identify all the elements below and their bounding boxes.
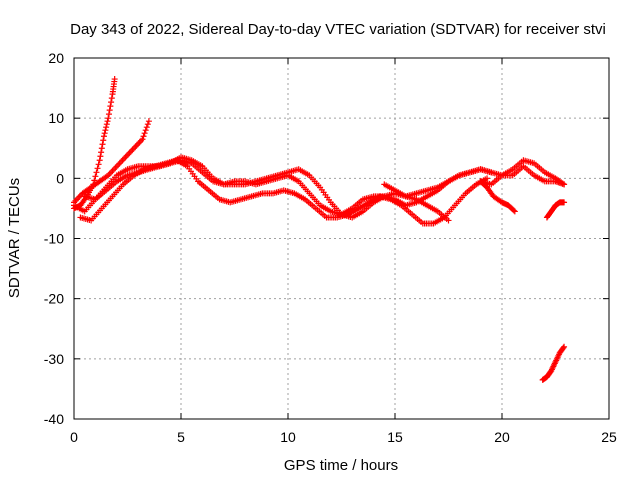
data-point (560, 344, 567, 351)
series-arc-1 (71, 76, 118, 212)
data-point (561, 181, 568, 188)
x-tick-label: 5 (177, 429, 185, 445)
data-point (140, 133, 147, 140)
data-point (96, 157, 103, 164)
y-tick-labels: 20 10 0 -10 -20 -30 -40 (44, 50, 64, 427)
data-point (106, 107, 113, 114)
y-tick-label: -10 (44, 231, 64, 247)
y-tick-label: 20 (48, 50, 64, 66)
data-point (484, 175, 491, 182)
data-point (561, 343, 568, 350)
data-point (98, 145, 105, 152)
data-point (94, 165, 101, 172)
data-point (445, 217, 452, 224)
data-point (143, 124, 150, 131)
axis-ticks (73, 57, 610, 420)
data-point (511, 208, 518, 215)
series-arc-9 (543, 199, 568, 221)
series-arc-8 (477, 178, 518, 215)
data-point (97, 153, 104, 160)
x-tick-label: 0 (70, 429, 78, 445)
data-point (139, 136, 146, 143)
data-point (105, 115, 112, 122)
data-point (91, 177, 98, 184)
x-tick-label: 20 (494, 429, 510, 445)
data-point (100, 137, 107, 144)
data-point (561, 199, 568, 206)
x-tick-labels: 0 5 10 15 20 25 (70, 429, 617, 445)
series-arc-10 (539, 343, 568, 383)
data-point (107, 103, 114, 110)
data-point (145, 118, 152, 125)
grid (74, 58, 609, 419)
data-point (92, 173, 99, 180)
data-point (105, 111, 112, 118)
data-point (103, 121, 110, 128)
y-tick-label: 0 (56, 170, 64, 186)
data-point (510, 207, 517, 214)
data-point (104, 118, 111, 125)
data-point (108, 99, 115, 106)
data-point (141, 130, 148, 137)
x-tick-label: 25 (601, 429, 617, 445)
data-point (93, 169, 100, 176)
y-tick-label: -40 (44, 411, 64, 427)
data-point (144, 121, 151, 128)
data-marks (71, 76, 568, 383)
y-axis-label: SDTVAR / TECUs (6, 178, 23, 298)
data-point (102, 127, 109, 134)
x-axis-label: GPS time / hours (284, 457, 398, 474)
y-tick-label: 10 (48, 110, 64, 126)
y-tick-label: -30 (44, 351, 64, 367)
series-arc-2 (71, 118, 152, 206)
chart-title: Day 343 of 2022, Sidereal Day-to-day VTE… (70, 21, 606, 38)
data-point (100, 133, 107, 140)
series-arc-7 (381, 181, 452, 224)
x-tick-label: 15 (387, 429, 403, 445)
series-arc-4 (77, 157, 491, 227)
data-point (103, 124, 110, 131)
y-tick-label: -20 (44, 291, 64, 307)
data-point (142, 127, 149, 134)
series-arc-5 (81, 154, 568, 221)
data-point (101, 130, 108, 137)
data-point (108, 95, 115, 102)
data-point (99, 141, 106, 148)
data-point (95, 161, 102, 168)
x-tick-label: 10 (280, 429, 296, 445)
data-point (98, 149, 105, 156)
series-arc-6 (477, 157, 568, 188)
data-point (111, 76, 118, 83)
